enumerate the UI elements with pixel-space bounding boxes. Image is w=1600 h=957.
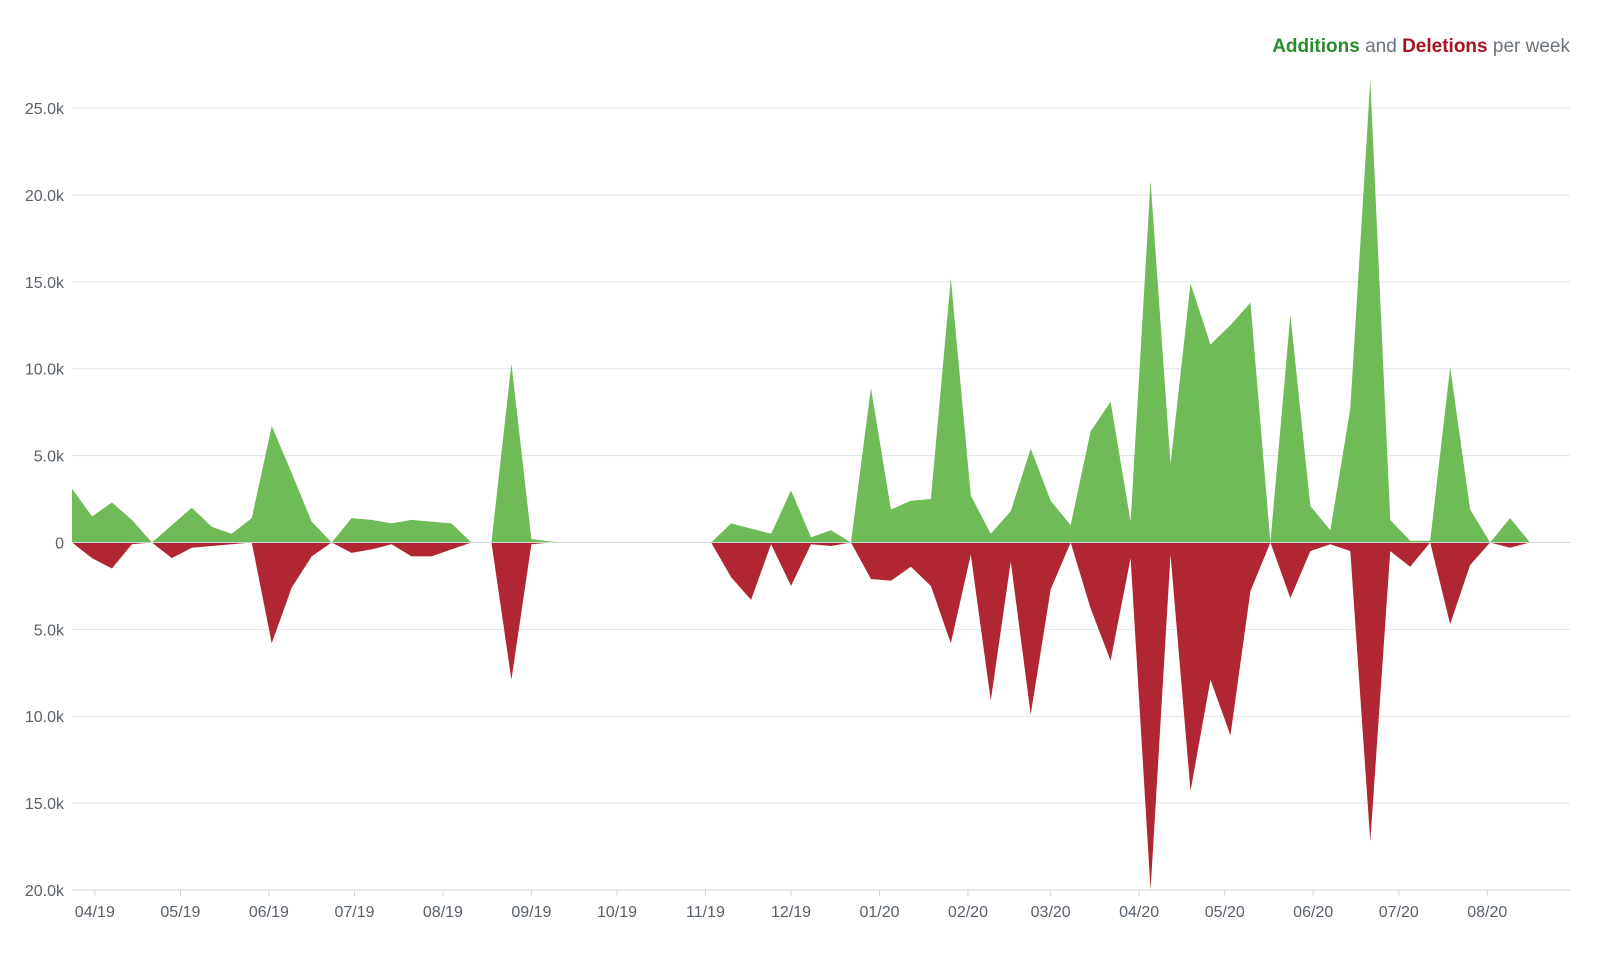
x-tick-label: 04/20 xyxy=(1119,904,1159,921)
y-tick-label: 10.0k xyxy=(25,709,65,726)
x-tick-label: 07/19 xyxy=(334,904,374,921)
x-tick-label: 08/20 xyxy=(1467,904,1507,921)
x-axis: 04/19 05/19 06/19 07/19 08/19 09/19 10/19 11/19… xyxy=(72,889,1570,921)
x-tick-label: 11/19 xyxy=(686,904,725,921)
legend-suffix: per week xyxy=(1492,36,1570,57)
y-tick-label: 5.0k xyxy=(34,622,65,639)
y-tick-label: 20.0k xyxy=(25,188,65,205)
chart-title: Additions and Deletions per week xyxy=(1272,36,1570,58)
y-tick-label: 20.0k xyxy=(25,883,65,900)
x-tick-label: 09/19 xyxy=(511,904,551,921)
x-tick-label: 01/20 xyxy=(859,904,899,921)
x-tick-label: 12/19 xyxy=(771,904,811,921)
x-tick-label: 03/20 xyxy=(1031,904,1071,921)
x-tick-label: 06/20 xyxy=(1293,904,1333,921)
y-tick-label: 0 xyxy=(55,535,64,552)
y-tick-label: 15.0k xyxy=(25,796,65,813)
y-tick-label: 15.0k xyxy=(25,275,65,292)
y-axis: 25.0k 20.0k 15.0k 10.0k 5.0k 0 5.0k 10.0k 15.0k 2… xyxy=(25,101,65,900)
legend-deletions: Deletions xyxy=(1402,36,1488,57)
x-tick-label: 02/20 xyxy=(948,904,988,921)
deletions-area xyxy=(72,542,1531,890)
legend-additions: Additions xyxy=(1272,36,1360,57)
x-tick-label: 08/19 xyxy=(423,904,463,921)
y-tick-label: 25.0k xyxy=(25,101,65,118)
x-tick-label: 10/19 xyxy=(597,904,637,921)
additions-area xyxy=(72,80,1531,543)
x-tick-label: 06/19 xyxy=(249,904,289,921)
x-tick-label: 05/19 xyxy=(160,904,200,921)
x-tick-label: 05/20 xyxy=(1205,904,1245,921)
x-tick-label: 04/19 xyxy=(75,904,115,921)
legend-and: and xyxy=(1365,36,1397,57)
y-tick-label: 5.0k xyxy=(34,449,65,466)
x-tick-label: 07/20 xyxy=(1379,904,1419,921)
y-tick-label: 10.0k xyxy=(25,362,65,379)
series-areas xyxy=(72,80,1570,890)
